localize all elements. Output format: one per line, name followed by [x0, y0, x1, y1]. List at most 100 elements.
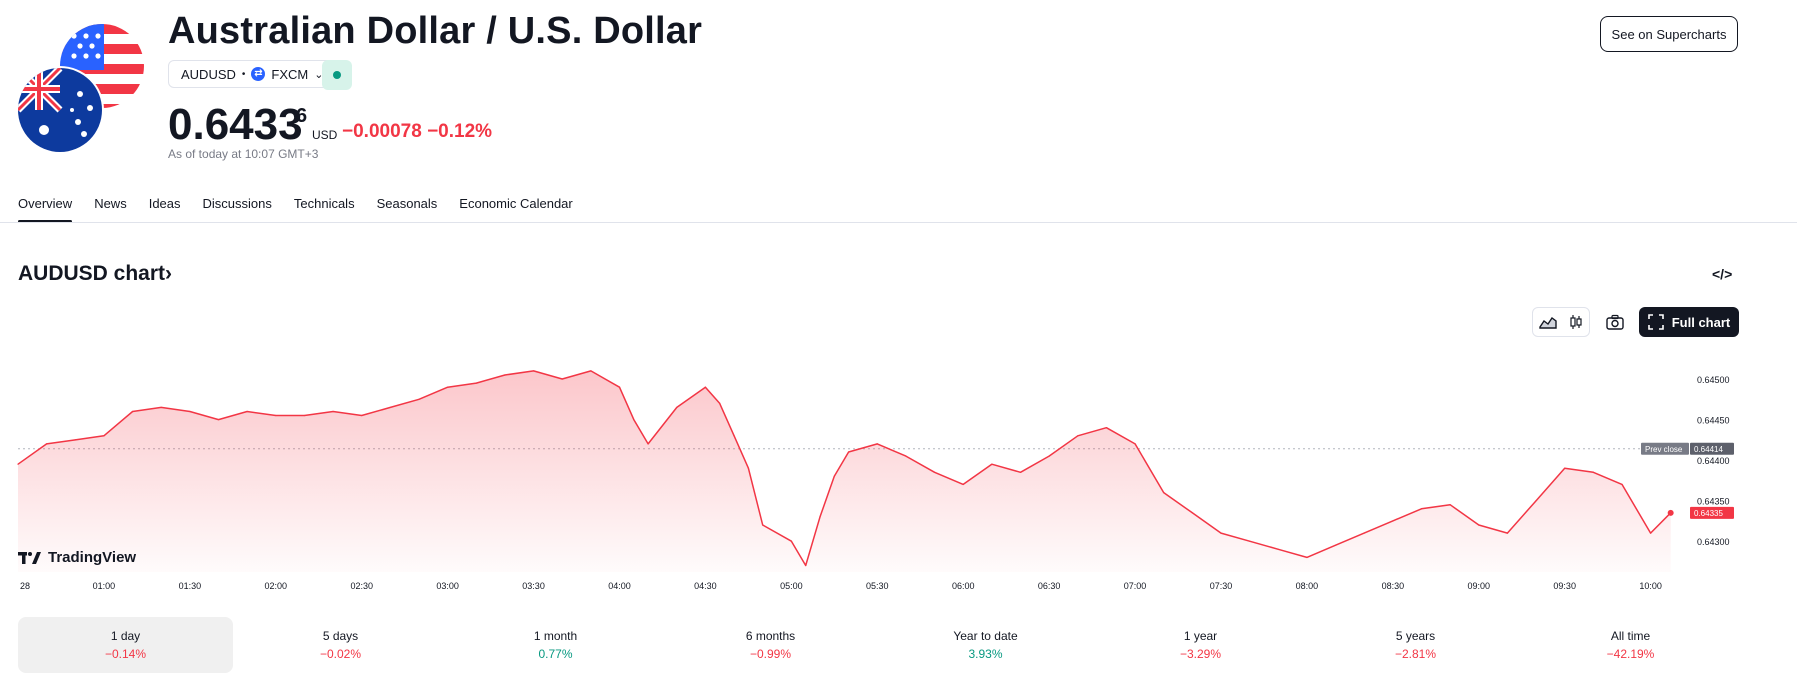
data-point [1163, 491, 1165, 494]
data-point [246, 410, 248, 413]
see-on-supercharts-button[interactable]: See on Supercharts [1600, 16, 1738, 52]
x-tick-label: 01:30 [179, 581, 202, 591]
period-5-days[interactable]: 5 days −0.02% [233, 617, 448, 673]
data-point [1420, 508, 1423, 510]
tab-news[interactable]: News [94, 196, 127, 211]
data-point [991, 463, 993, 465]
data-point [1048, 455, 1050, 457]
data-point [504, 374, 506, 376]
data-point [762, 524, 764, 526]
x-tick-label: 03:00 [436, 581, 459, 591]
x-tick-label: 08:30 [1382, 581, 1405, 591]
area-chart-icon[interactable] [1539, 315, 1557, 329]
data-point [532, 370, 535, 372]
x-tick-label: 02:30 [350, 581, 373, 591]
data-point [1392, 520, 1394, 522]
period-1-year[interactable]: 1 year −3.29% [1093, 617, 1308, 673]
data-point [1019, 471, 1022, 473]
tradingview-logo-icon [18, 551, 41, 564]
market-status-indicator[interactable] [322, 60, 352, 90]
tab-technicals[interactable]: Technicals [293, 196, 355, 211]
price-chart[interactable]: 0.64500 0.64450 0.64400 0.64350 0.64300 Prev … [0, 340, 1797, 602]
period-6-months[interactable]: 6 months −0.99% [663, 617, 878, 673]
chart-title-link[interactable]: AUDUSD chart› [18, 262, 172, 286]
x-tick-label: 04:00 [608, 581, 631, 591]
prev-close-value-badge [1690, 442, 1734, 455]
tradingview-logo-text: TradingView [48, 549, 137, 566]
period-value: −42.19% [1606, 647, 1655, 661]
full-chart-label: Full chart [1671, 314, 1731, 330]
data-point [1105, 427, 1108, 429]
period-value: −3.29% [1179, 647, 1222, 661]
prev-close-value: 0.64414 [1694, 445, 1723, 454]
fullscreen-icon [1647, 314, 1664, 330]
data-point [160, 406, 162, 409]
x-tick-label: 05:00 [780, 581, 803, 591]
period-5-years[interactable]: 5 years −2.81% [1308, 617, 1523, 673]
camera-icon [1606, 314, 1624, 330]
data-point [1650, 532, 1652, 534]
data-point [647, 443, 649, 445]
separator-dot: • [241, 68, 246, 80]
period-year-to-date[interactable]: Year to date 3.93% [878, 617, 1093, 673]
embed-code-icon[interactable]: </> [1712, 266, 1733, 282]
data-point [590, 370, 592, 372]
period-1-month[interactable]: 1 month 0.77% [448, 617, 663, 673]
chevron-right-icon: › [165, 262, 173, 285]
period-value: −0.02% [319, 647, 362, 661]
tab-discussions[interactable]: Discussions [202, 196, 272, 211]
x-tick-label: 09:30 [1553, 581, 1576, 591]
tab-economic-calendar[interactable]: Economic Calendar [459, 196, 573, 211]
symbol-selector[interactable]: AUDUSD • ⇄ FXCM ⌄ [168, 60, 337, 88]
screenshot-button[interactable] [1600, 307, 1630, 337]
data-point [1220, 532, 1222, 534]
x-tick-label: 08:00 [1296, 581, 1319, 591]
full-chart-button[interactable]: Full chart [1639, 307, 1739, 337]
data-point [189, 410, 191, 413]
price-area-fill [18, 370, 1671, 572]
data-point [1077, 435, 1079, 437]
tradingview-logo[interactable]: TradingView [18, 549, 136, 566]
data-point [848, 451, 850, 453]
chevron-down-icon: ⌄ [314, 68, 324, 81]
data-point [46, 443, 48, 445]
y-tick-label: 0.64450 [1697, 416, 1730, 426]
data-point [1564, 467, 1566, 469]
tab-seasonals[interactable]: Seasonals [376, 196, 438, 211]
tab-overview[interactable]: Overview [18, 196, 83, 223]
data-point [332, 410, 334, 413]
data-point [275, 414, 277, 417]
data-point [418, 398, 420, 400]
data-point [389, 406, 391, 409]
data-point [747, 467, 749, 469]
period-all-time[interactable]: All time −42.19% [1523, 617, 1738, 673]
y-tick-label: 0.64300 [1697, 537, 1730, 547]
data-point [733, 435, 735, 437]
data-point [962, 483, 964, 486]
data-point [1506, 532, 1509, 534]
period-label: Year to date [953, 629, 1018, 643]
data-point [790, 540, 792, 542]
as-of-timestamp: As of today at 10:07 GMT+3 [168, 147, 319, 161]
y-tick-label: 0.64400 [1697, 456, 1730, 466]
exchange-name: FXCM [271, 66, 309, 82]
x-tick-label: 05:30 [866, 581, 889, 591]
period-label: 5 years [1395, 629, 1436, 643]
tab-ideas[interactable]: Ideas [148, 196, 181, 211]
x-tick-label: 01:00 [93, 581, 116, 591]
period-value: 0.77% [538, 647, 573, 661]
exchange-icon: ⇄ [251, 67, 266, 81]
data-point [1449, 504, 1451, 506]
period-value: −0.99% [749, 647, 792, 661]
period-1-day[interactable]: 1 day −0.14% [18, 617, 233, 673]
price-change-abs: −0.00078 [342, 121, 422, 142]
x-tick-label: 09:00 [1468, 581, 1491, 591]
data-point [103, 435, 105, 437]
data-point [361, 414, 363, 417]
symbol-ticker: AUDUSD [181, 66, 236, 82]
data-point [633, 418, 635, 421]
audusd-flag-icon [18, 24, 144, 152]
x-tick-label: 04:30 [694, 581, 717, 591]
candles-chart-icon[interactable] [1569, 314, 1583, 330]
data-point [447, 386, 449, 388]
